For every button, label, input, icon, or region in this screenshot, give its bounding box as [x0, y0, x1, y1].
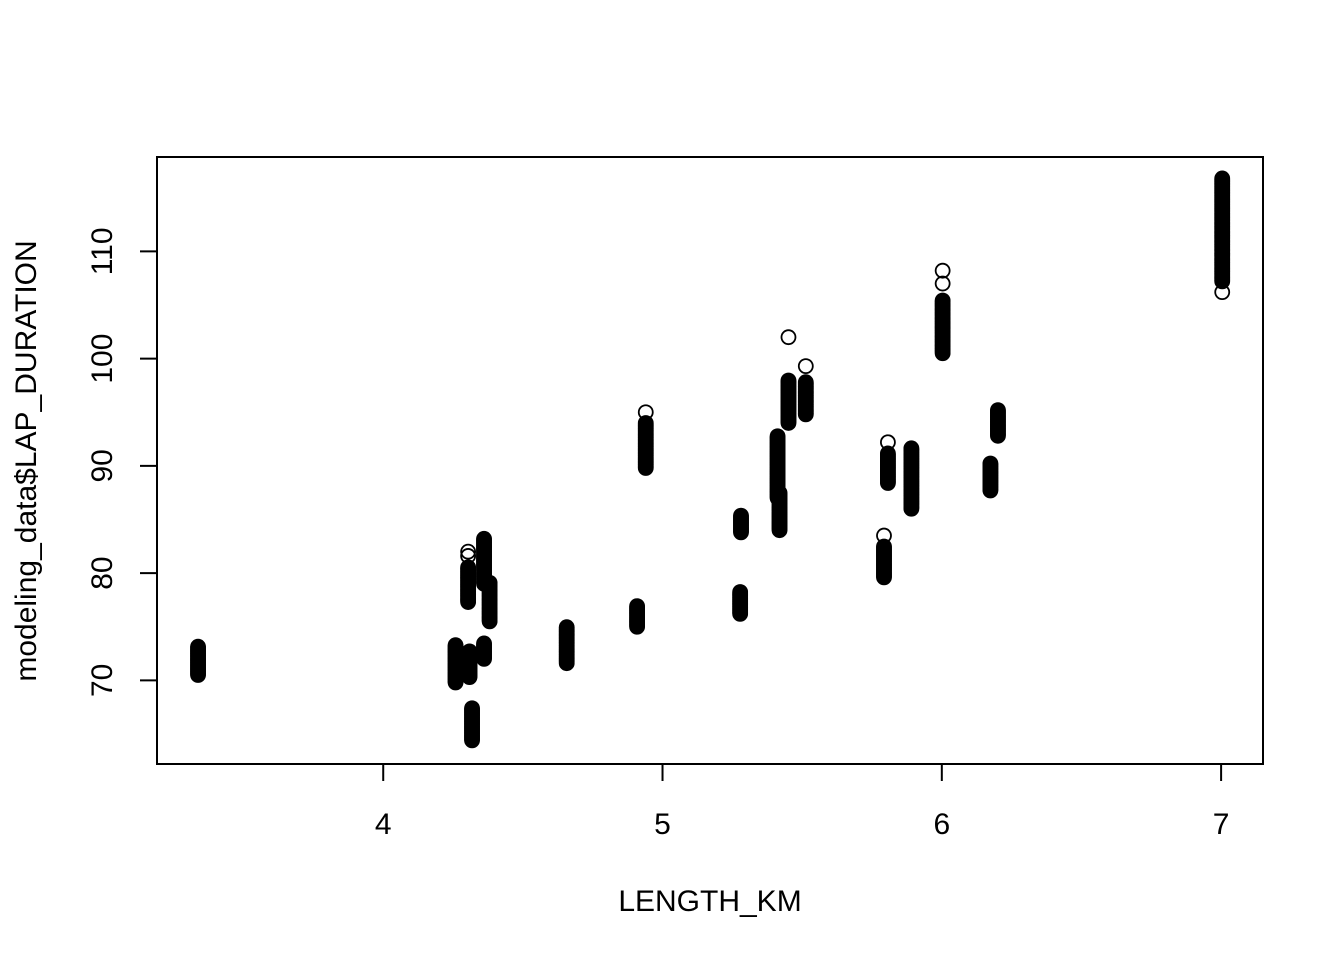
- data-point: [558, 619, 575, 636]
- data-point-outlier: [934, 275, 951, 292]
- data-point: [476, 635, 492, 652]
- y-axis-label: modeling_data$LAP_DURATION: [10, 240, 43, 681]
- data-point: [733, 507, 749, 524]
- point-cluster: [797, 358, 814, 423]
- point-cluster: [447, 637, 464, 691]
- data-point: [903, 440, 920, 457]
- point-cluster: [476, 635, 492, 667]
- data-point: [990, 402, 1006, 418]
- data-point-outlier: [876, 527, 892, 544]
- x-axis: 4 5 6 7: [375, 763, 1230, 841]
- data-point: [771, 484, 788, 501]
- point-cluster: [481, 574, 498, 630]
- point-cluster: [732, 584, 749, 622]
- data-point: [464, 700, 480, 717]
- data-point-outlier: [934, 262, 951, 279]
- y-tick-label: 70: [86, 664, 119, 697]
- data-point: [797, 374, 814, 391]
- data-point-outlier: [460, 548, 477, 564]
- data-point: [769, 428, 786, 445]
- point-cluster: [733, 507, 749, 541]
- data-point: [934, 292, 951, 309]
- data-point: [629, 598, 646, 615]
- data-point-outlier: [637, 404, 654, 421]
- data-point: [476, 530, 492, 547]
- data-point-outlier: [880, 434, 896, 451]
- point-cluster: [780, 329, 797, 431]
- point-cluster: [637, 404, 654, 476]
- data-point: [780, 372, 797, 389]
- plot-frame: [156, 156, 1264, 765]
- data-point-outlier: [460, 543, 477, 560]
- point-cluster: [558, 619, 575, 672]
- point-cluster: [464, 700, 480, 749]
- y-tick-label: 100: [86, 334, 119, 384]
- x-tick-label: 5: [654, 808, 671, 841]
- y-axis: 70 80 90 100 110: [86, 227, 158, 697]
- data-point: [447, 637, 464, 654]
- data-point: [460, 559, 477, 576]
- data-point: [732, 584, 749, 600]
- data-point: [637, 415, 654, 431]
- data-point-outlier: [797, 358, 814, 375]
- x-axis-label: LENGTH_KM: [618, 885, 801, 918]
- x-tick-label: 6: [933, 808, 950, 841]
- data-points: [190, 170, 1231, 749]
- x-tick-label: 7: [1213, 808, 1230, 841]
- x-tick-label: 4: [375, 808, 392, 841]
- data-point-outlier: [780, 329, 797, 346]
- point-cluster: [771, 484, 788, 539]
- point-cluster: [880, 434, 896, 491]
- point-cluster: [1214, 170, 1231, 301]
- point-cluster: [982, 455, 999, 499]
- data-point: [876, 538, 892, 555]
- data-point: [481, 574, 498, 591]
- y-tick-label: 90: [86, 449, 119, 482]
- point-cluster: [990, 402, 1006, 444]
- point-cluster: [461, 643, 478, 686]
- data-point: [1214, 170, 1231, 187]
- data-point-outlier: [1214, 284, 1231, 301]
- point-cluster: [629, 598, 646, 635]
- point-cluster: [190, 638, 206, 683]
- data-point: [190, 638, 206, 655]
- point-cluster: [934, 262, 951, 362]
- point-cluster: [460, 543, 477, 610]
- y-tick-label: 80: [86, 556, 119, 589]
- point-cluster: [903, 440, 920, 517]
- point-cluster: [876, 527, 892, 586]
- data-point: [982, 455, 999, 472]
- data-point: [880, 445, 896, 462]
- y-tick-label: 110: [86, 227, 119, 275]
